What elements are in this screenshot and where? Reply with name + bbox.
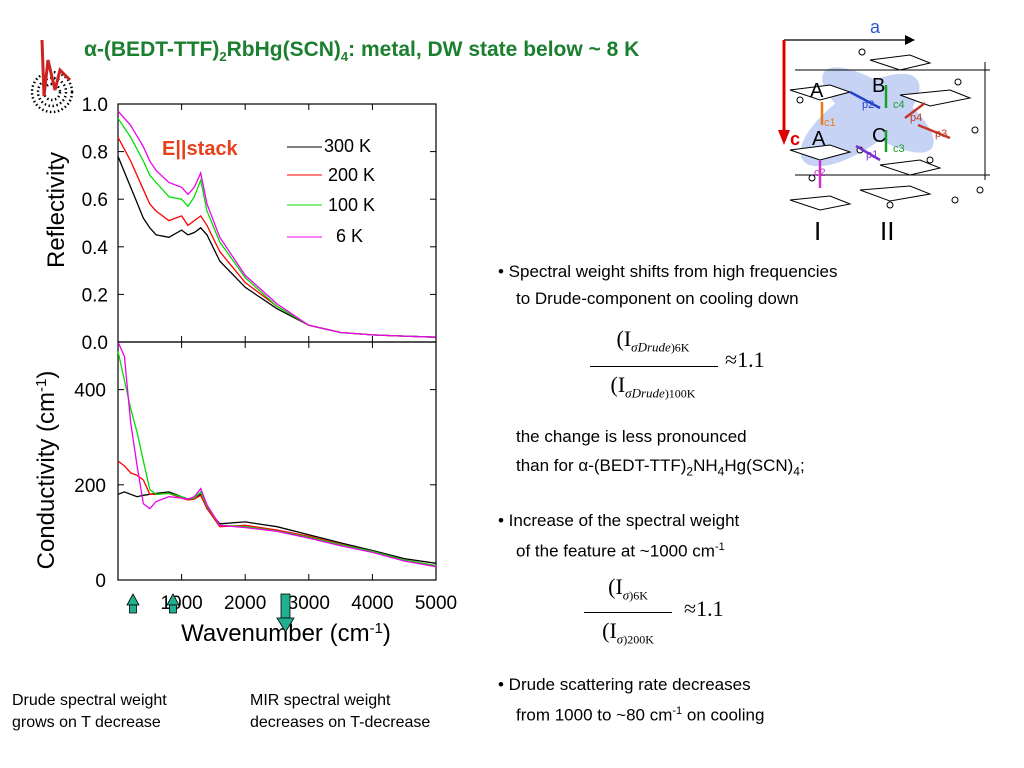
svg-text:A: A: [810, 80, 824, 102]
reflectivity-series-6k: [117, 110, 437, 338]
svg-text:C: C: [872, 125, 886, 147]
logo-icon: [30, 39, 74, 114]
conductivity-y-tick-label: 200: [74, 476, 106, 497]
reflectivity-y-tick-label: 1.0: [82, 95, 108, 116]
x-tick-label: 3000: [288, 593, 330, 614]
conductivity-series-300k: [117, 491, 437, 564]
bullet-2-line-2: of the feature at ~1000 cm-1: [516, 541, 725, 561]
formula-2-numerator: (Iσ)6K: [608, 574, 648, 603]
formula-2-rhs: ≈1.1: [684, 596, 724, 621]
svg-text:p1: p1: [866, 149, 878, 161]
reflectivity-y-tick-label: 0.6: [82, 190, 108, 211]
conductivity-plot-frame: [117, 341, 437, 581]
svg-text:I: I: [814, 216, 821, 246]
conductivity-y-tick-label: 0: [95, 571, 106, 592]
arrow-down-icon: [276, 593, 295, 633]
bullet-1-note-line-1: the change is less pronounced: [516, 427, 747, 446]
legend-300k: 300 K: [324, 136, 371, 156]
reflectivity-y-tick-label: 0.4: [82, 238, 109, 259]
bullet-1-line-2: to Drude-component on cooling down: [516, 289, 799, 308]
conductivity-series-100k: [117, 351, 437, 567]
svg-text:p4: p4: [910, 112, 922, 124]
bullet-3-line-2: from 1000 to ~80 cm-1 on cooling: [516, 705, 765, 725]
svg-text:p3: p3: [935, 128, 947, 140]
conductivity-axis-label: Conductivity (cm-1): [33, 371, 61, 570]
conductivity-curves: [117, 341, 437, 568]
reflectivity-series-300k: [117, 156, 437, 338]
arrow-up-icon-2: [166, 593, 180, 614]
svg-text:B: B: [872, 75, 885, 97]
legend-100k: 100 K: [328, 195, 375, 215]
conductivity-series-200k: [117, 460, 437, 567]
svg-text:c2: c2: [814, 167, 826, 179]
formula-1-bar: [590, 366, 718, 368]
svg-text:p2: p2: [862, 99, 874, 111]
bullet-2-line-1: • Increase of the spectral weight: [498, 511, 740, 530]
formula-1-rhs: ≈1.1: [725, 347, 765, 372]
reflectivity-curves: [117, 110, 437, 338]
svg-text:c: c: [790, 129, 800, 149]
bullet-1-line-1: • Spectral weight shifts from high frequ…: [498, 262, 838, 281]
legend: 300 K 200 K 100 K 6 K: [287, 136, 375, 246]
svg-text:II: II: [880, 216, 894, 246]
legend-200k: 200 K: [328, 165, 375, 185]
svg-text:A: A: [812, 128, 826, 150]
caption-left: Drude spectral weight grows on T decrease: [12, 692, 167, 731]
svg-text:c4: c4: [893, 99, 905, 111]
conductivity-series-6k: [117, 341, 437, 568]
svg-text:a: a: [870, 17, 881, 37]
arrow-up-icon-1: [126, 593, 140, 614]
reflectivity-y-tick-label: 0.2: [82, 285, 108, 306]
caption-right: MIR spectral weight decreases on T-decrea…: [250, 692, 431, 731]
crystal-structure-diagram: a c A A B C c4 c3 p2 p4 p3 p1 c1 c2 I II: [778, 17, 990, 246]
x-tick-label: 2000: [224, 593, 266, 614]
reflectivity-axis-label: Reflectivity: [43, 152, 70, 268]
conductivity-y-tick-label: 400: [74, 381, 106, 402]
bullet-1-note-line-2: than for α-(BEDT-TTF)2NH4Hg(SCN)4;: [516, 456, 805, 479]
polarization-annotation: E||stack: [162, 138, 239, 160]
formula-2-denominator: (Iσ)200K: [602, 618, 654, 647]
svg-text:c3: c3: [893, 143, 905, 155]
x-tick-label: 4000: [351, 593, 393, 614]
formula-1-numerator: (IσDrude)6K: [616, 326, 690, 355]
bullet-3-line-1: • Drude scattering rate decreases: [498, 675, 751, 694]
x-tick-label: 1000: [160, 593, 202, 614]
slide-title: α-(BEDT-TTF)2RbHg(SCN)4: metal, DW state…: [84, 38, 640, 65]
legend-6k: 6 K: [336, 226, 363, 246]
formula-2-bar: [584, 612, 672, 614]
x-tick-label: 5000: [415, 593, 457, 614]
formula-1-denominator: (IσDrude)100K: [610, 372, 696, 401]
reflectivity-y-tick-label: 0.8: [82, 143, 108, 164]
reflectivity-y-tick-label: 0.0: [82, 333, 108, 354]
svg-text:c1: c1: [824, 117, 836, 129]
